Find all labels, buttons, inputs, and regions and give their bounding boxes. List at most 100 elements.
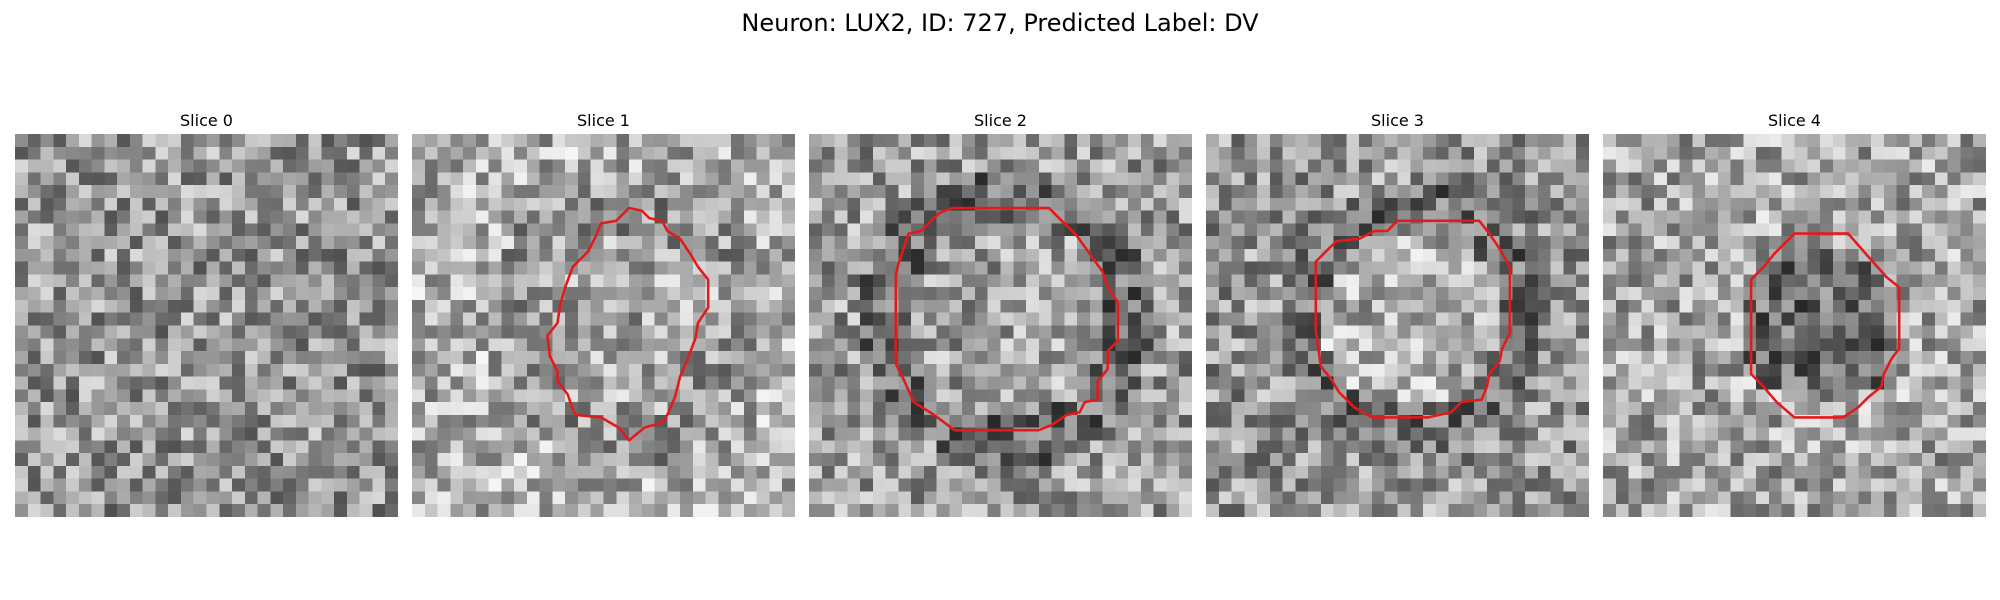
pixel bbox=[1973, 478, 1986, 492]
pixel bbox=[603, 325, 617, 339]
pixel bbox=[142, 351, 156, 365]
pixel bbox=[244, 491, 258, 505]
pixel bbox=[667, 478, 681, 492]
pixel bbox=[821, 376, 835, 390]
pixel bbox=[1410, 363, 1424, 377]
pixel bbox=[1218, 236, 1232, 250]
pixel bbox=[206, 389, 220, 403]
pixel bbox=[1705, 134, 1719, 148]
pixel bbox=[1115, 134, 1129, 148]
pixel bbox=[1679, 427, 1693, 441]
pixel bbox=[718, 185, 732, 199]
pixel bbox=[577, 351, 591, 365]
pixel bbox=[898, 210, 912, 224]
pixel bbox=[257, 453, 271, 467]
pixel bbox=[1064, 146, 1078, 160]
pixel bbox=[1320, 274, 1334, 288]
pixel bbox=[1026, 504, 1040, 517]
pixel bbox=[680, 389, 694, 403]
pixel bbox=[308, 299, 322, 313]
pixel bbox=[641, 351, 655, 365]
pixel bbox=[1717, 363, 1731, 377]
pixel bbox=[743, 236, 757, 250]
pixel bbox=[1244, 465, 1258, 479]
pixel bbox=[654, 197, 668, 211]
pixel bbox=[667, 134, 681, 148]
pixel bbox=[526, 299, 540, 313]
pixel bbox=[1654, 478, 1668, 492]
pixel bbox=[117, 236, 131, 250]
pixel bbox=[129, 363, 143, 377]
pixel bbox=[1410, 504, 1424, 517]
pixel bbox=[1244, 134, 1258, 148]
pixel bbox=[1257, 453, 1271, 467]
pixel bbox=[1320, 325, 1334, 339]
slice-title-4: Slice 4 bbox=[1768, 111, 1821, 130]
pixel bbox=[1064, 504, 1078, 517]
pixel bbox=[1026, 185, 1040, 199]
pixel bbox=[129, 491, 143, 505]
pixel bbox=[1115, 427, 1129, 441]
pixel bbox=[372, 223, 386, 237]
pixel bbox=[1628, 465, 1642, 479]
pixel bbox=[872, 134, 886, 148]
pixel bbox=[1064, 465, 1078, 479]
pixel bbox=[1000, 248, 1014, 262]
pixel bbox=[1231, 287, 1245, 301]
pixel bbox=[1934, 465, 1948, 479]
pixel bbox=[1257, 261, 1271, 275]
pixel bbox=[1960, 363, 1974, 377]
pixel bbox=[1832, 236, 1846, 250]
pixel bbox=[346, 478, 360, 492]
pixel bbox=[756, 146, 770, 160]
pixel bbox=[1026, 223, 1040, 237]
pixel bbox=[718, 338, 732, 352]
pixel bbox=[232, 197, 246, 211]
pixel bbox=[809, 363, 823, 377]
pixel bbox=[295, 159, 309, 173]
pixel bbox=[219, 146, 233, 160]
pixel bbox=[1832, 146, 1846, 160]
pixel bbox=[1140, 427, 1154, 441]
pixel bbox=[91, 504, 105, 517]
pixel bbox=[1512, 261, 1526, 275]
pixel bbox=[1896, 351, 1910, 365]
pixel bbox=[206, 504, 220, 517]
pixel bbox=[1679, 248, 1693, 262]
pixel bbox=[769, 274, 783, 288]
pixel bbox=[1922, 504, 1936, 517]
pixel bbox=[1359, 236, 1373, 250]
pixel bbox=[1038, 325, 1052, 339]
pixel bbox=[782, 210, 795, 224]
pixel bbox=[1461, 338, 1475, 352]
pixel bbox=[385, 414, 398, 428]
pixel bbox=[1140, 185, 1154, 199]
pixel bbox=[936, 223, 950, 237]
pixel bbox=[1077, 414, 1091, 428]
pixel bbox=[1064, 248, 1078, 262]
pixel bbox=[53, 312, 67, 326]
pixel bbox=[1896, 376, 1910, 390]
pixel bbox=[705, 402, 719, 416]
pixel bbox=[321, 504, 335, 517]
pixel bbox=[1179, 236, 1192, 250]
pixel bbox=[1922, 325, 1936, 339]
pixel bbox=[1435, 351, 1449, 365]
pixel bbox=[257, 363, 271, 377]
pixel bbox=[692, 453, 706, 467]
pixel bbox=[847, 172, 861, 186]
pixel bbox=[1883, 453, 1897, 467]
pixel bbox=[1641, 287, 1655, 301]
pixel bbox=[1435, 185, 1449, 199]
pixel bbox=[1308, 325, 1322, 339]
pixel bbox=[168, 389, 182, 403]
pixel bbox=[1550, 363, 1564, 377]
pixel bbox=[847, 491, 861, 505]
pixel bbox=[1448, 134, 1462, 148]
pixel bbox=[847, 504, 861, 517]
pixel bbox=[142, 236, 156, 250]
pixel bbox=[1333, 185, 1347, 199]
pixel bbox=[1525, 440, 1539, 454]
pixel bbox=[1934, 325, 1948, 339]
pixel bbox=[1448, 223, 1462, 237]
